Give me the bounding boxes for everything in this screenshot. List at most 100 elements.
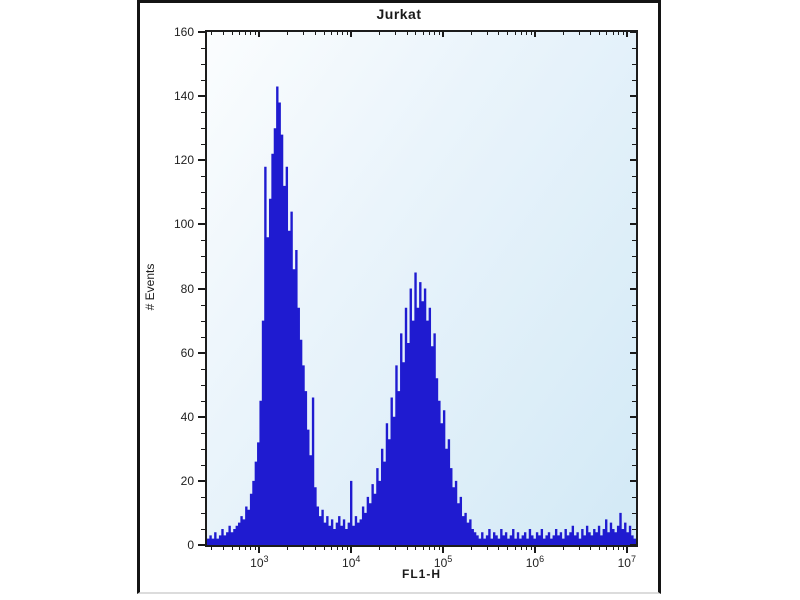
y-major-tick-right [630, 287, 636, 290]
x-minor-tick [336, 547, 338, 550]
x-tick-label: 105 [433, 554, 453, 570]
x-minor-tick [406, 547, 408, 550]
y-minor-tick-right [632, 272, 636, 274]
x-minor-tick-top [434, 32, 436, 35]
x-minor-tick [378, 547, 380, 550]
x-minor-tick-top [428, 32, 430, 35]
y-minor-tick-right [632, 80, 636, 82]
y-major-tick-right [630, 479, 636, 482]
y-minor-tick-right [632, 192, 636, 194]
y-minor-tick [201, 368, 205, 370]
y-minor-tick-right [632, 320, 636, 322]
x-minor-tick-top [347, 32, 349, 35]
x-major-tick-top [533, 32, 536, 37]
y-minor-tick [201, 240, 205, 242]
y-minor-tick-right [632, 48, 636, 50]
y-minor-tick-right [632, 144, 636, 146]
y-minor-tick [201, 448, 205, 450]
x-minor-tick [622, 547, 624, 550]
x-minor-tick-top [330, 32, 332, 35]
y-minor-tick [201, 208, 205, 210]
x-minor-tick [599, 547, 601, 550]
x-minor-tick [314, 547, 316, 550]
y-major-tick-right [630, 544, 636, 546]
x-minor-tick [255, 547, 257, 550]
x-minor-tick [498, 547, 500, 550]
y-minor-tick [201, 512, 205, 514]
x-tick-label: 106 [525, 554, 545, 570]
x-minor-tick [342, 547, 344, 550]
x-minor-tick [211, 547, 213, 550]
x-major-tick [258, 547, 261, 553]
x-minor-tick-top [415, 32, 417, 35]
x-minor-tick [606, 547, 608, 550]
chart-title: Jurkat [376, 6, 422, 22]
histogram-series [207, 86, 636, 545]
y-major-tick [198, 287, 205, 290]
plot-area [205, 30, 638, 547]
x-minor-tick [530, 547, 532, 550]
y-minor-tick-right [632, 128, 636, 130]
x-minor-tick-top [342, 32, 344, 35]
x-minor-tick [250, 547, 252, 550]
y-tick-label: 20 [180, 473, 194, 488]
x-major-tick [442, 547, 445, 553]
y-major-tick-right [630, 159, 636, 162]
x-tick-label: 107 [617, 554, 636, 570]
y-minor-tick [201, 176, 205, 178]
y-minor-tick-right [632, 448, 636, 450]
x-minor-tick [238, 547, 240, 550]
x-major-tick [533, 547, 536, 553]
x-tick-label: 104 [342, 554, 361, 570]
x-minor-tick [520, 547, 522, 550]
y-minor-tick [201, 48, 205, 50]
x-minor-tick-top [590, 32, 592, 35]
y-major-tick [198, 544, 205, 546]
x-minor-tick-top [250, 32, 252, 35]
y-minor-tick-right [632, 384, 636, 386]
y-minor-tick [201, 192, 205, 194]
x-minor-tick [590, 547, 592, 550]
y-major-tick-right [630, 351, 636, 354]
y-minor-tick [201, 496, 205, 498]
y-minor-tick-right [632, 528, 636, 530]
x-minor-tick-top [530, 32, 532, 35]
x-minor-tick-top [599, 32, 601, 35]
y-minor-tick [201, 384, 205, 386]
y-major-tick [198, 223, 205, 226]
y-major-tick [198, 415, 205, 418]
y-major-tick-right [630, 223, 636, 226]
x-minor-tick [562, 547, 564, 550]
y-minor-tick [201, 528, 205, 530]
x-minor-tick-top [287, 32, 288, 35]
y-tick-label: 120 [173, 153, 194, 168]
x-minor-tick [395, 547, 397, 550]
y-minor-tick-right [632, 432, 636, 434]
x-minor-tick-top [612, 32, 614, 35]
x-major-tick-top [625, 32, 628, 37]
x-minor-tick [330, 547, 332, 550]
y-tick-label: 80 [180, 281, 194, 296]
y-axis-title: # Events [143, 263, 157, 311]
x-minor-tick-top [406, 32, 408, 35]
y-minor-tick-right [632, 304, 636, 306]
x-minor-tick [245, 547, 247, 550]
x-minor-tick-top [617, 32, 619, 35]
y-major-tick [198, 31, 205, 33]
y-minor-tick-right [632, 368, 636, 370]
x-minor-tick-top [622, 32, 624, 35]
x-minor-tick-top [222, 32, 224, 35]
y-minor-tick-right [632, 336, 636, 338]
y-minor-tick [201, 64, 205, 66]
y-minor-tick-right [632, 208, 636, 210]
y-minor-tick [201, 304, 205, 306]
y-minor-tick-right [632, 496, 636, 498]
y-major-tick-right [630, 95, 636, 98]
x-minor-tick-top [231, 32, 233, 35]
x-minor-tick [470, 547, 472, 550]
y-minor-tick [201, 464, 205, 466]
y-minor-tick [201, 80, 205, 82]
y-minor-tick-right [632, 240, 636, 242]
x-minor-tick [323, 547, 325, 550]
